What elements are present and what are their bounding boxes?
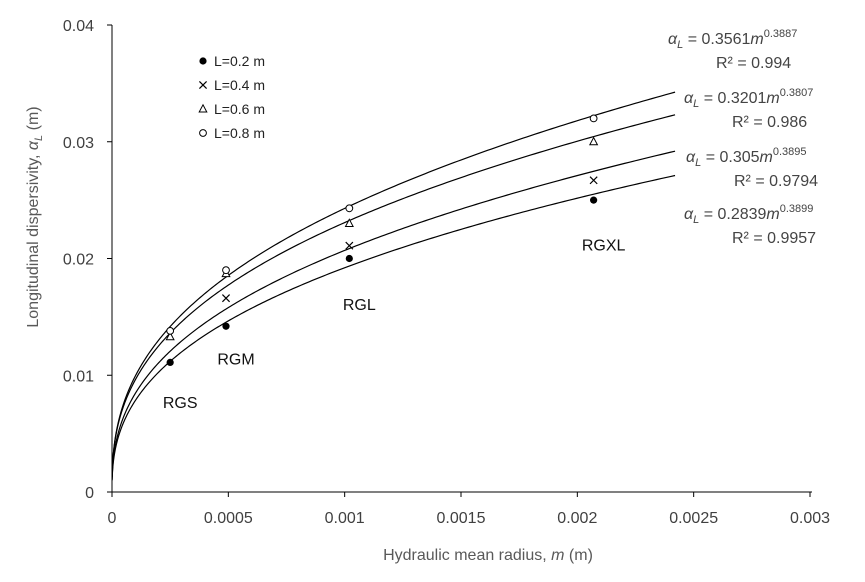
data-point (588, 136, 599, 146)
group-label-rgs: RGS (163, 395, 198, 412)
legend: L=0.2 m L=0.4 m L=0.6 m L=0.8 m (198, 53, 265, 141)
x-axis-ticks: 0 0.0005 0.001 0.0015 0.002 0.0025 0.003 (108, 492, 830, 527)
data-point (589, 176, 598, 185)
r-squared: R² = 0.9957 (732, 230, 816, 247)
fit-equation: αL = 0.3561m0.3887 (668, 28, 797, 51)
data-point (344, 218, 354, 227)
fit-equations: αL = 0.3561m0.3887 R² = 0.994 αL = 0.3201m… (668, 28, 818, 247)
data-points (165, 114, 599, 367)
y-tick-label: 0 (85, 485, 94, 502)
fit-curves (111, 91, 676, 481)
legend-entry: L=0.4 m (214, 77, 265, 93)
x-tick-label: 0.003 (790, 510, 830, 527)
group-labels: RGS RGM RGL RGXL (163, 237, 626, 412)
x-tick-label: 0.0015 (437, 510, 486, 527)
data-point (166, 326, 175, 335)
y-axis-ticks: 0 0.01 0.02 0.03 0.04 (63, 18, 112, 502)
y-axis-label: Longitudinal dispersivity, αL (m) (25, 106, 45, 327)
y-tick-label: 0.02 (63, 252, 94, 269)
legend-entry: L=0.6 m (214, 101, 265, 117)
group-label-rgl: RGL (343, 297, 376, 314)
legend-marker (199, 57, 207, 65)
x-tick-label: 0.0005 (204, 510, 253, 527)
data-point (221, 294, 231, 303)
x-tick-label: 0.002 (557, 510, 597, 527)
r-squared: R² = 0.9794 (734, 173, 818, 190)
r-squared: R² = 0.986 (732, 114, 807, 131)
data-point (222, 266, 230, 275)
legend-marker (198, 103, 208, 113)
r-squared: R² = 0.994 (716, 55, 791, 72)
data-point (166, 358, 174, 367)
legend-marker (199, 129, 207, 137)
fit-equation: αL = 0.3201m0.3807 (684, 87, 813, 110)
data-point (589, 114, 598, 123)
y-tick-label: 0.03 (63, 135, 94, 152)
group-label-rgm: RGM (217, 352, 254, 369)
group-label-rgxl: RGXL (582, 237, 626, 254)
fit-curve-l-0-6-m (111, 114, 676, 478)
legend-entry: L=0.2 m (214, 53, 265, 69)
data-point (590, 196, 598, 204)
x-tick-label: 0.001 (325, 510, 365, 527)
x-tick-label: 0.0025 (669, 510, 718, 527)
data-point (165, 331, 175, 341)
data-point (345, 254, 353, 263)
y-tick-label: 0.04 (63, 18, 94, 35)
fit-curve-l-0-2-m (111, 174, 676, 481)
legend-entry: L=0.8 m (214, 125, 265, 141)
x-tick-label: 0 (108, 510, 117, 527)
legend-marker (198, 80, 208, 90)
data-point (345, 204, 354, 213)
x-axis-label: Hydraulic mean radius, m (m) (383, 547, 593, 564)
fit-curve-l-0-8-m (111, 91, 676, 478)
fit-curve-l-0-4-m (111, 150, 676, 480)
data-point (222, 322, 230, 330)
fit-equation: αL = 0.2839m0.3899 (684, 203, 813, 226)
fit-equation: αL = 0.305m0.3895 (686, 146, 807, 169)
y-tick-label: 0.01 (63, 368, 94, 385)
data-point (345, 241, 354, 250)
plot-area: 0 0.0005 0.001 0.0015 0.002 0.0025 0.003 0 0.01… (63, 18, 830, 527)
